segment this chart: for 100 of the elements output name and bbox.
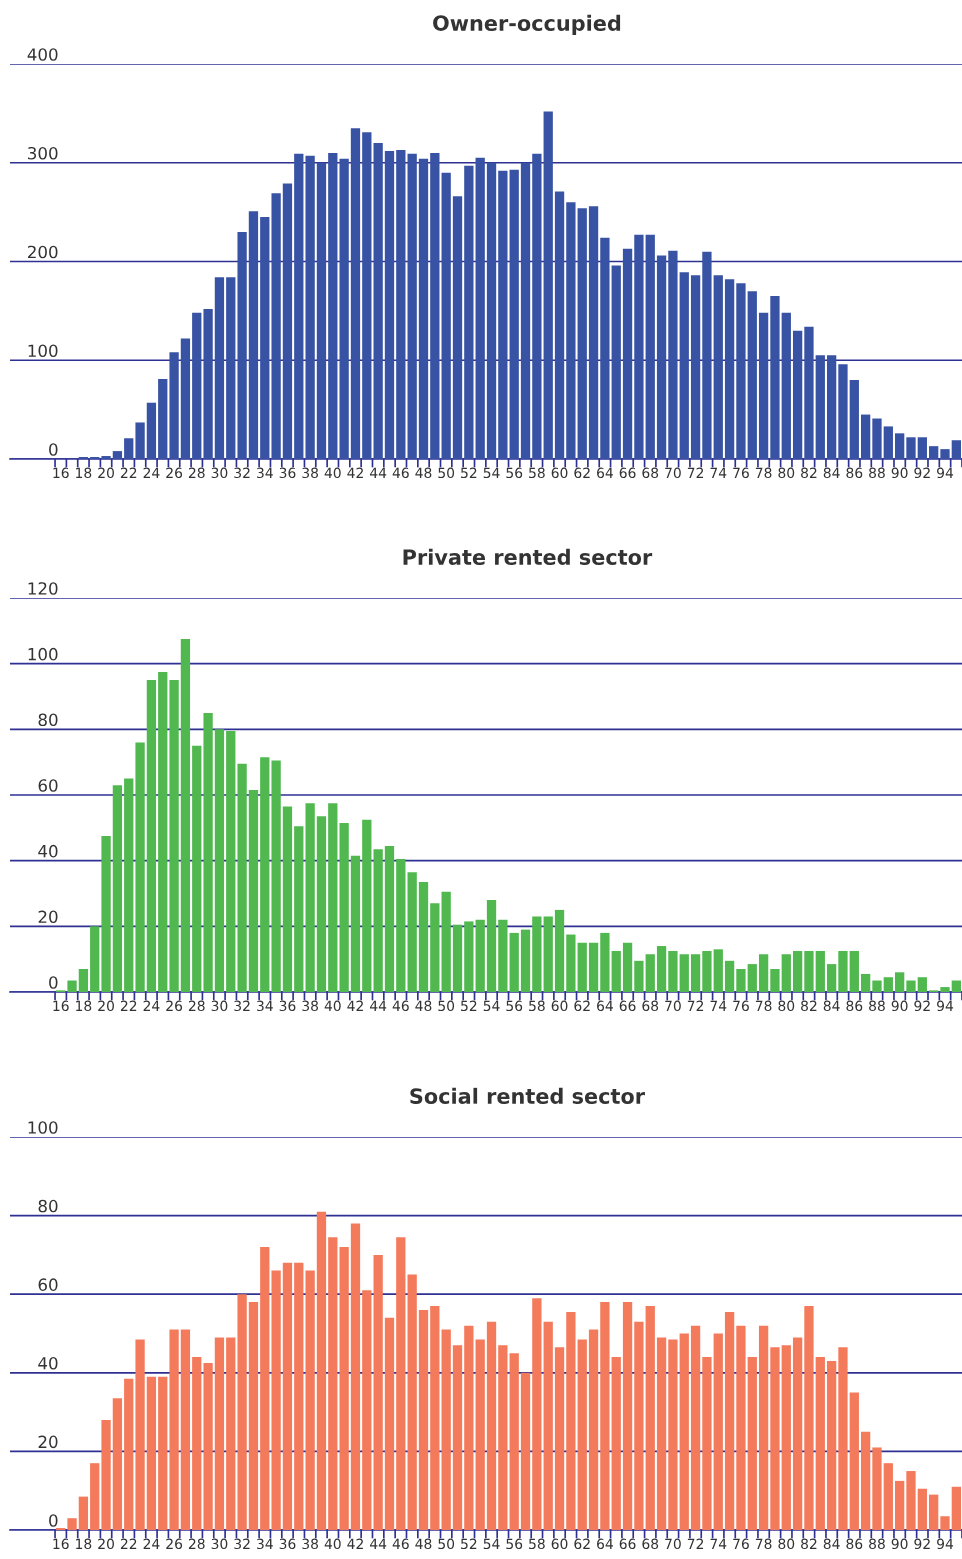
x-tick-label: 76	[733, 1538, 749, 1550]
x-tick-label: 78	[755, 1538, 772, 1550]
x-tick-label: 28	[188, 467, 205, 479]
x-tick-label: 88	[869, 1000, 885, 1012]
chart-title: Owner-occupied	[433, 14, 621, 35]
x-tick-label: 64	[597, 467, 613, 479]
chart-title: Social rented sector	[410, 1087, 645, 1104]
x-tick-label: 88	[869, 1538, 885, 1550]
x-tick-label: 26	[166, 1538, 183, 1550]
x-tick-label: 22	[120, 1000, 137, 1011]
x-tick-label: 52	[461, 467, 477, 479]
x-tick-label: 84	[823, 1000, 840, 1012]
x-tick-label: 30	[211, 467, 228, 479]
x-tick-label: 84	[823, 1538, 840, 1550]
x-tick-label: 62	[574, 1000, 590, 1012]
x-tick-label: 80	[778, 1000, 795, 1012]
x-tick-label: 66	[619, 467, 636, 479]
x-tick-label: 34	[257, 1538, 273, 1550]
x-tick-label: 32	[234, 1000, 250, 1012]
y-tick-label: 40	[38, 844, 58, 858]
x-tick-label: 70	[665, 467, 681, 479]
x-tick-label: 88	[869, 467, 885, 479]
chart-title: Private rented sector	[403, 548, 653, 565]
x-tick-label: 54	[483, 1000, 500, 1012]
x-tick-label: 18	[76, 1000, 92, 1012]
y-tick-label: 120	[28, 582, 58, 595]
x-tick-label: 72	[687, 1000, 704, 1011]
x-tick-label: 58	[529, 1000, 545, 1012]
x-tick-label: 60	[551, 1538, 568, 1550]
y-tick-label: 20	[38, 910, 58, 924]
x-tick-label: 40	[324, 1000, 341, 1012]
x-tick-label: 26	[166, 467, 183, 479]
x-tick-label: 24	[143, 467, 160, 478]
x-tick-label: 34	[257, 1000, 273, 1012]
x-tick-label: 28	[188, 1000, 205, 1012]
x-tick-label: 38	[302, 467, 319, 479]
x-tick-label: 80	[778, 1538, 795, 1550]
x-tick-label: 82	[801, 1000, 817, 1012]
x-tick-label: 58	[529, 467, 545, 479]
x-tick-label: 72	[687, 467, 704, 478]
x-tick-label: 44	[369, 467, 387, 478]
x-tick-label: 56	[506, 1538, 523, 1550]
x-tick-label: 40	[324, 467, 341, 479]
x-tick-label: 62	[574, 1538, 590, 1550]
x-tick-label: 54	[483, 467, 500, 479]
x-tick-label: 56	[506, 1000, 523, 1012]
x-tick-label: 66	[619, 1000, 636, 1012]
x-tick-label: 86	[846, 467, 863, 479]
x-tick-label: 54	[483, 1538, 500, 1550]
x-tick-label: 94	[937, 1000, 954, 1012]
x-tick-label: 38	[302, 1000, 319, 1012]
x-tick-label: 74	[710, 1538, 727, 1549]
x-tick-label: 46	[392, 467, 409, 479]
x-tick-label: 70	[665, 1000, 681, 1012]
x-tick-label: 38	[302, 1538, 319, 1550]
x-tick-label: 78	[755, 467, 772, 479]
y-tick-label: 100	[28, 1121, 58, 1134]
y-tick-label: 200	[28, 245, 58, 259]
x-tick-label: 70	[665, 1538, 681, 1550]
x-tick-label: 92	[914, 1538, 930, 1550]
x-tick-label: 32	[234, 1538, 250, 1550]
x-tick-label: 36	[279, 1538, 296, 1550]
x-tick-label: 50	[438, 467, 455, 479]
x-tick-label: 60	[551, 1000, 568, 1012]
y-tick-label: 0	[49, 443, 58, 456]
x-tick-label: 94	[937, 1538, 954, 1550]
x-tick-label: 16	[53, 1000, 69, 1012]
x-tick-label: 24	[143, 1000, 160, 1011]
x-tick-label: 16	[53, 467, 69, 479]
x-tick-label: 22	[120, 1538, 137, 1549]
y-tick-label: 40	[38, 1356, 58, 1370]
x-tick-label: 58	[529, 1538, 545, 1550]
y-tick-label: 100	[28, 647, 58, 661]
x-tick-label: 22	[120, 467, 137, 478]
x-tick-label: 36	[279, 467, 296, 479]
y-tick-label: 20	[38, 1435, 58, 1449]
x-tick-label: 86	[846, 1538, 863, 1550]
y-tick-label: 0	[49, 1514, 58, 1527]
y-tick-label: 300	[28, 146, 58, 160]
x-tick-label: 64	[597, 1538, 613, 1550]
x-tick-label: 90	[891, 1000, 908, 1012]
x-tick-label: 82	[801, 1538, 817, 1550]
x-tick-label: 80	[778, 467, 795, 479]
x-tick-label: 74	[710, 1000, 727, 1011]
x-tick-label: 34	[257, 467, 273, 479]
x-tick-label: 24	[143, 1538, 160, 1549]
x-tick-label: 16	[53, 1538, 69, 1550]
x-tick-label: 52	[461, 1538, 477, 1550]
x-tick-label: 32	[234, 467, 250, 479]
y-tick-label: 80	[38, 713, 58, 727]
x-tick-label: 30	[211, 1538, 228, 1550]
x-tick-label: 92	[914, 1000, 930, 1012]
x-tick-label: 90	[891, 1538, 908, 1550]
x-tick-label: 76	[733, 1000, 749, 1012]
x-tick-label: 76	[733, 467, 749, 479]
x-tick-label: 28	[188, 1538, 205, 1550]
x-tick-label: 20	[98, 1000, 114, 1012]
y-tick-label: 60	[38, 1278, 58, 1291]
y-tick-label: 0	[49, 976, 58, 989]
x-tick-label: 78	[755, 1000, 772, 1012]
